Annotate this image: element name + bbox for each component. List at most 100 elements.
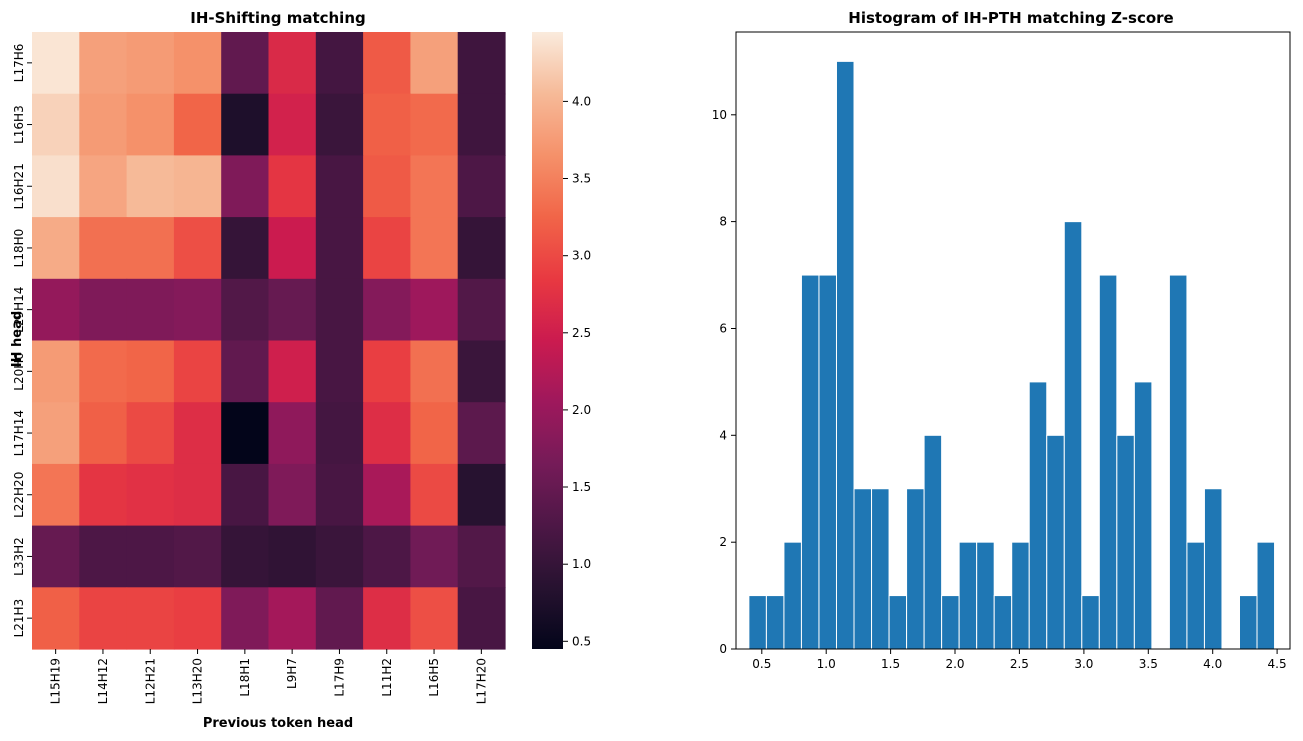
heatmap-cell — [173, 278, 222, 342]
histogram-bar — [783, 541, 802, 650]
histogram-bar — [1098, 274, 1118, 650]
heatmap-y-tick-label: L17H14 — [12, 410, 26, 456]
histogram-y-tick-label: 0 — [719, 642, 727, 656]
heatmap-cell — [268, 278, 317, 342]
heatmap-y-tick-label: L22H20 — [12, 472, 26, 518]
heatmap-cell — [79, 278, 128, 342]
heatmap-cell — [173, 340, 222, 403]
heatmap-cell — [79, 587, 128, 650]
histogram-y-tick-label: 2 — [719, 535, 727, 549]
colorbar-tick-label: 4.0 — [572, 94, 591, 108]
heatmap-cell — [126, 402, 175, 465]
heatmap-cell — [268, 402, 317, 465]
heatmap-y-tick-label: L16H21 — [12, 163, 26, 209]
heatmap-x-tick-label: L15H19 — [49, 658, 63, 704]
colorbar-tick-label: 2.5 — [572, 326, 591, 340]
heatmap-cell — [79, 217, 128, 280]
heatmap-cell — [457, 32, 506, 95]
histogram-x-tick-label: 1.0 — [817, 657, 836, 671]
heatmap-cell — [315, 340, 364, 403]
histogram-bar — [800, 274, 820, 650]
heatmap-cell — [32, 525, 80, 588]
heatmap-cell — [126, 93, 175, 156]
heatmap-cell — [410, 587, 459, 650]
heatmap-cell — [410, 463, 459, 527]
histogram-x-tick-label: 3.0 — [1074, 657, 1093, 671]
histogram-bar — [1133, 381, 1153, 650]
histogram-bar — [853, 488, 873, 650]
heatmap-cell — [173, 217, 222, 280]
histogram-bar — [1063, 221, 1083, 650]
heatmap-cell — [79, 32, 128, 95]
heatmap-x-tick-label: L11H2 — [380, 658, 394, 697]
heatmap-cell — [79, 340, 128, 403]
heatmap-cell — [32, 32, 80, 95]
heatmap-cell — [410, 32, 459, 95]
heatmap-cell — [315, 32, 364, 95]
histogram-title: Histogram of IH-PTH matching Z-score — [848, 9, 1173, 27]
heatmap-cell — [410, 340, 459, 403]
histogram-bar — [906, 488, 925, 650]
heatmap-cell — [221, 217, 270, 280]
heatmap-x-tick-label: L16H5 — [427, 658, 441, 697]
heatmap-cell — [126, 217, 175, 280]
heatmap-cell — [32, 402, 80, 465]
heatmap-cell — [457, 463, 506, 527]
histogram-x-tick-label: 4.5 — [1268, 657, 1287, 671]
heatmap-cell — [32, 587, 80, 650]
heatmap-cell — [32, 155, 80, 218]
heatmap-cell — [126, 278, 175, 342]
heatmap-cell — [410, 93, 459, 156]
histogram-y-tick-labels: 0 2 4 6 8 10 — [712, 108, 736, 656]
histogram-bar — [1168, 274, 1188, 650]
histogram-bar — [1256, 541, 1276, 650]
histogram-y-tick-label: 8 — [719, 215, 727, 229]
heatmap-cell — [32, 278, 80, 342]
heatmap-cell — [268, 525, 317, 588]
histogram-bar — [1186, 541, 1205, 650]
heatmap-y-tick-label: L16H3 — [12, 105, 26, 144]
histogram-x-tick-label: 2.5 — [1010, 657, 1029, 671]
heatmap-cell — [315, 463, 364, 527]
heatmap-cell — [126, 525, 175, 588]
histogram-bar — [1046, 434, 1065, 650]
histogram-bar — [871, 488, 890, 650]
heatmap-cell — [410, 278, 459, 342]
histogram-bar — [835, 60, 855, 650]
heatmap-cell — [457, 93, 506, 156]
heatmap-cell — [79, 463, 128, 527]
heatmap-cell — [457, 402, 506, 465]
histogram-axes-frame — [735, 31, 1291, 650]
heatmap-cell — [221, 463, 270, 527]
heatmap-x-tick-label: L17H9 — [332, 658, 346, 697]
heatmap-cell — [173, 525, 222, 588]
histogram-x-tick-label: 1.5 — [881, 657, 900, 671]
histogram-bar — [818, 274, 837, 650]
heatmap-cell — [315, 93, 364, 156]
colorbar-tick-label: 3.5 — [572, 172, 591, 186]
heatmap-cell — [268, 217, 317, 280]
heatmap-cell — [221, 587, 270, 650]
histogram-bar — [1081, 595, 1100, 650]
heatmap-cell — [173, 155, 222, 218]
heatmap-cell — [32, 340, 80, 403]
histogram-bar — [1203, 488, 1223, 650]
histogram-x-tick-label: 2.0 — [945, 657, 964, 671]
heatmap-cell — [221, 525, 270, 588]
heatmap-x-tick-label: L18H1 — [238, 658, 252, 697]
histogram-bars — [748, 60, 1276, 650]
heatmap-cell — [410, 217, 459, 280]
histogram-bar — [993, 595, 1013, 650]
heatmap-cell — [79, 155, 128, 218]
heatmap-cell — [32, 217, 80, 280]
heatmap-cell — [363, 32, 411, 95]
heatmap-x-tick-label: L14H12 — [96, 658, 110, 704]
heatmap-cell — [221, 155, 270, 218]
histogram-x-tick-labels: 0.5 1.0 1.5 2.0 2.5 3.0 3.5 4.0 4.5 — [752, 649, 1287, 671]
heatmap-cell — [268, 340, 317, 403]
heatmap-cell — [363, 155, 411, 218]
heatmap-cell — [79, 93, 128, 156]
colorbar-tick-label: 1.5 — [572, 480, 591, 494]
histogram-x-tick-label: 4.0 — [1203, 657, 1222, 671]
histogram-bar — [958, 541, 978, 650]
